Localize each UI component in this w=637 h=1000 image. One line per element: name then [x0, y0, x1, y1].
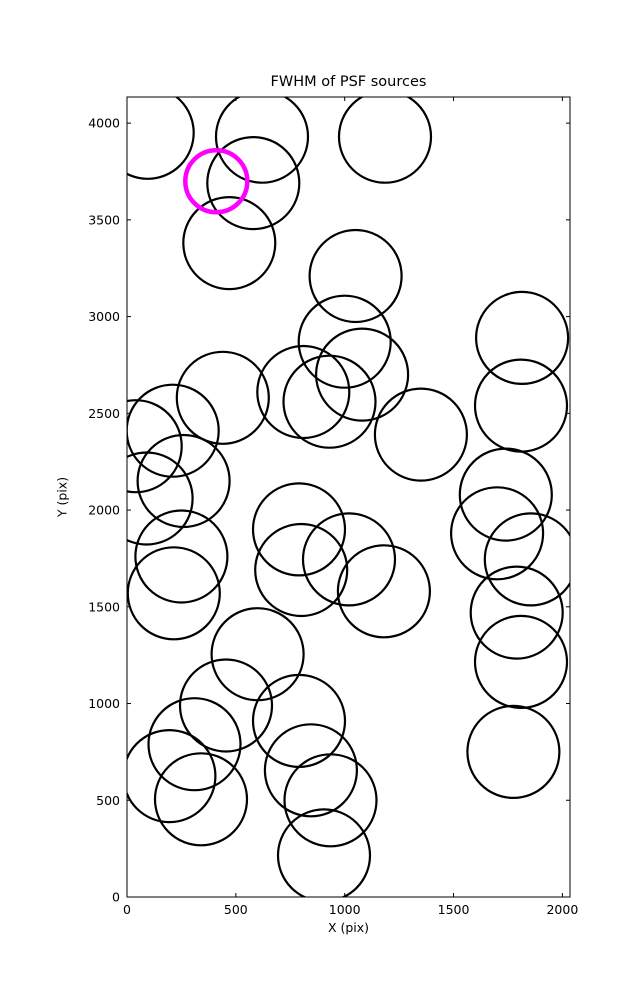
- psf-circle: [147, 697, 242, 792]
- x-tick-label: 1000: [329, 902, 361, 917]
- series-layer: [127, 97, 570, 897]
- psf-circle: [251, 482, 347, 577]
- y-tick-label: 2500: [88, 406, 120, 421]
- y-tick-label: 0: [112, 890, 120, 905]
- psf-circle: [256, 344, 351, 440]
- psf-circle: [315, 327, 410, 422]
- x-tick-label: 500: [224, 902, 248, 917]
- psf-circle: [127, 399, 183, 494]
- psf-circle: [297, 294, 392, 389]
- psf-circle: [178, 658, 274, 753]
- y-tick-label: 2000: [88, 503, 120, 518]
- y-tick-label: 1000: [88, 696, 120, 711]
- psf-circle: [458, 447, 553, 542]
- psf-sources-series: [127, 97, 570, 897]
- axes-frame: [126, 96, 571, 898]
- x-tick-label: 0: [123, 902, 131, 917]
- y-tick-label: 500: [96, 793, 120, 808]
- psf-circle: [210, 607, 305, 702]
- psf-circle: [473, 358, 569, 453]
- axes-layer: 0 500 1000 1500 2000 0 500 1000 1500 2000 2500 3000…: [88, 97, 578, 917]
- x-tick-label: 1500: [438, 902, 470, 917]
- psf-circle: [214, 97, 310, 184]
- y-tick-label: 3000: [88, 309, 120, 324]
- psf-circle: [474, 290, 570, 385]
- psf-circle: [127, 451, 194, 546]
- psf-circle: [301, 512, 397, 607]
- psf-circle: [282, 354, 377, 449]
- psf-circle: [473, 614, 569, 710]
- psf-circle: [127, 383, 220, 478]
- psf-circle: [134, 509, 229, 604]
- psf-circle: [466, 704, 561, 800]
- psf-circle: [336, 544, 431, 639]
- psf-circle: [263, 723, 358, 818]
- highlighted-psf-circle: [183, 147, 250, 215]
- highlighted-source-series: [183, 147, 250, 215]
- psf-circle: [251, 673, 347, 769]
- x-tick-label: 2000: [546, 902, 578, 917]
- x-axis-label: X (pix): [327, 920, 370, 935]
- y-axis-label: Y (pix): [54, 476, 70, 518]
- psf-circle: [283, 753, 378, 848]
- y-tick-label: 4000: [88, 116, 120, 131]
- psf-circle: [127, 729, 217, 824]
- psf-circle: [469, 565, 564, 660]
- psf-circle: [175, 350, 270, 445]
- psf-circle: [450, 486, 545, 581]
- psf-circle: [182, 196, 277, 291]
- chart-title: FWHM of PSF sources: [270, 74, 427, 90]
- psf-circle: [127, 97, 195, 180]
- y-tick-label: 1500: [88, 599, 120, 614]
- psf-circle: [127, 546, 221, 641]
- psf-circle: [206, 136, 301, 231]
- psf-circle: [483, 512, 570, 607]
- y-tick-label: 3500: [88, 212, 120, 227]
- psf-circle: [337, 97, 433, 184]
- psf-circle: [136, 433, 231, 529]
- psf-circle: [308, 228, 403, 324]
- psf-circle: [276, 808, 372, 897]
- psf-circle: [153, 752, 249, 847]
- psf-circle: [373, 387, 468, 482]
- psf-circle: [254, 522, 349, 618]
